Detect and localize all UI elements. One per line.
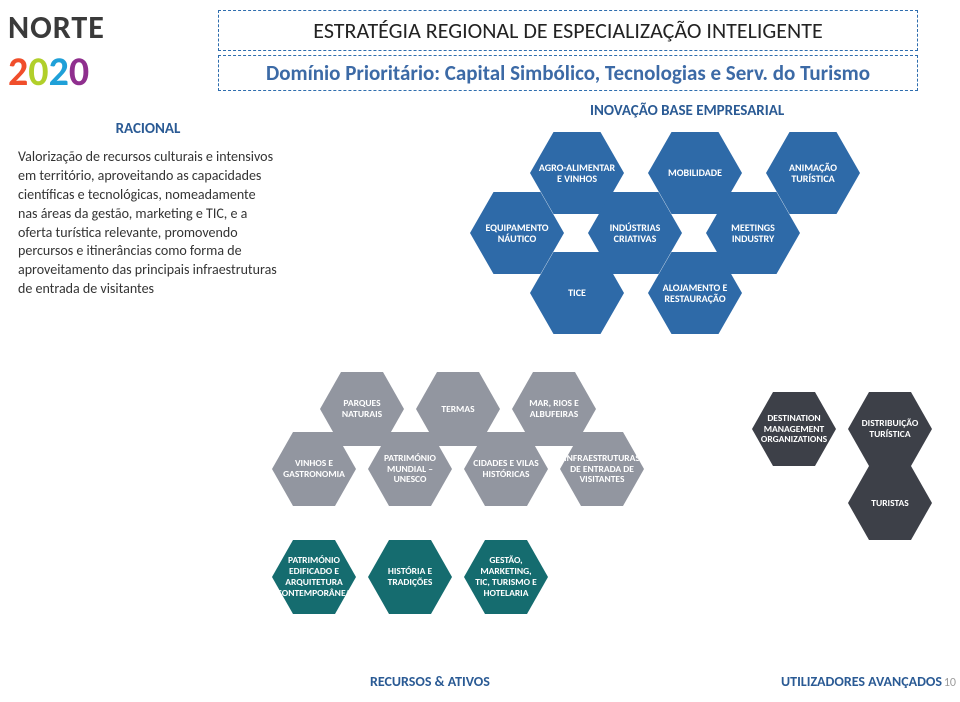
hex-distrib: DISTRIBUIÇÃO TURÍSTICA xyxy=(848,392,932,466)
hex-grid: AGRO-ALIMENTAR E VINHOS MOBILIDADE ANIMA… xyxy=(0,0,960,702)
hex-turistas: TURISTAS xyxy=(848,466,932,540)
label-recursos: RECURSOS & ATIVOS xyxy=(370,673,490,690)
label-utilizadores: UTILIZADORES AVANÇADOS xyxy=(781,673,942,690)
page-number: 10 xyxy=(944,676,956,690)
hex-dmo: DESTINATION MANAGEMENT ORGANIZATIONS xyxy=(752,392,836,466)
hex-historia: HISTÓRIA E TRADIÇÕES xyxy=(368,540,452,614)
hex-gestao: GESTÃO, MARKETING, TIC, TURISMO E HOTELA… xyxy=(464,540,548,614)
hex-patedif: PATRIMÓNIO EDIFICADO E ARQUITETURA CONTE… xyxy=(272,540,356,614)
